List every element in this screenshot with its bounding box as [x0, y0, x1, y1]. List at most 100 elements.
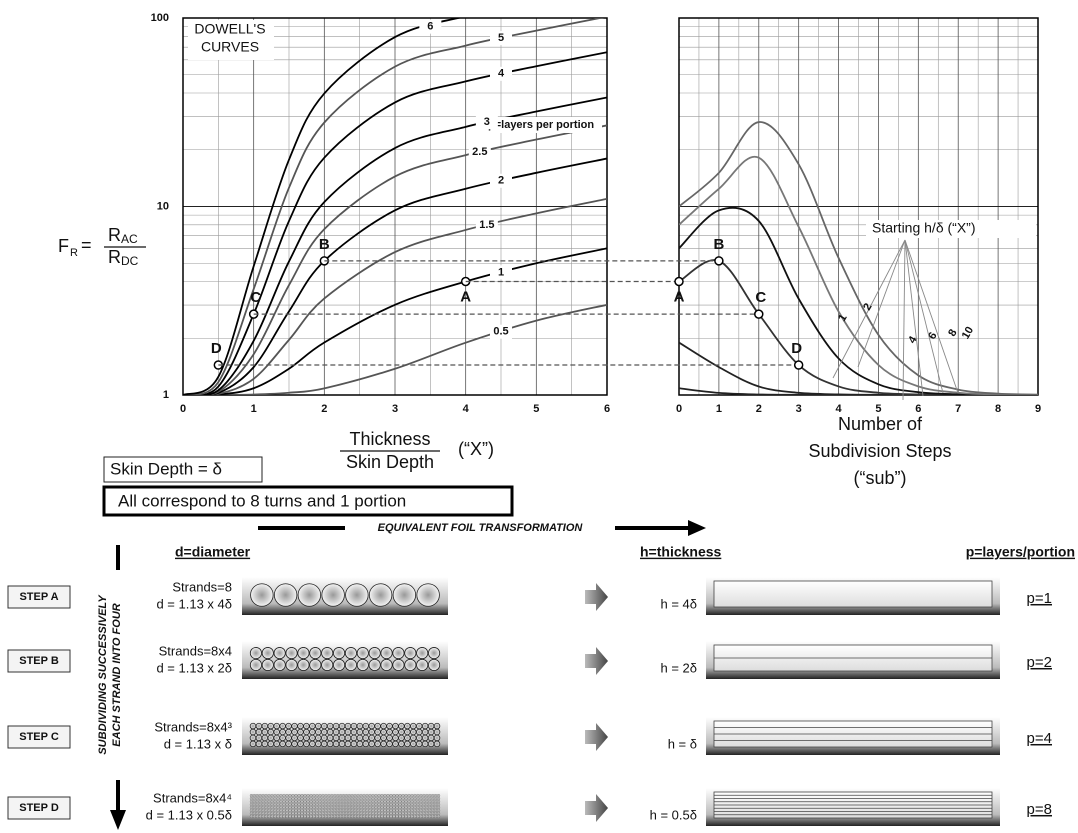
- step-arrow: [585, 794, 608, 822]
- x-tick-label: 3: [796, 403, 802, 415]
- strand: [419, 811, 423, 815]
- strand: [410, 814, 414, 818]
- strand: [410, 811, 414, 815]
- point-label: C: [250, 289, 261, 306]
- strand: [407, 808, 411, 813]
- strand: [392, 658, 405, 671]
- curve: [679, 121, 1038, 395]
- strand: [356, 647, 369, 660]
- strand: [261, 740, 269, 748]
- strand: [297, 728, 304, 736]
- strand: [350, 794, 354, 798]
- thickness-label: h = δ: [668, 736, 697, 751]
- strand: [345, 583, 369, 607]
- strand: [427, 722, 435, 730]
- strand-tray: [242, 641, 448, 679]
- strand: [255, 811, 259, 815]
- strand: [392, 799, 396, 804]
- strand: [255, 722, 263, 730]
- strand: [252, 808, 257, 813]
- strand: [433, 722, 441, 730]
- strand: [347, 802, 352, 807]
- strand: [416, 802, 420, 807]
- strand: [312, 805, 316, 810]
- strand: [312, 814, 316, 818]
- strand: [338, 808, 343, 813]
- strand: [392, 740, 399, 748]
- strand: [362, 797, 366, 801]
- strand: [309, 805, 313, 810]
- label-bg: [490, 66, 512, 81]
- strand: [261, 734, 269, 742]
- strand: [353, 805, 357, 810]
- strand: [285, 728, 292, 736]
- strand: [291, 734, 298, 742]
- leader-line: [904, 239, 959, 394]
- strand: [315, 740, 322, 748]
- strand: [425, 811, 429, 815]
- strand: [267, 814, 271, 818]
- strand: [404, 811, 408, 815]
- strand: [327, 799, 331, 804]
- strand: [300, 794, 304, 798]
- strand: [333, 794, 337, 798]
- strand: [320, 722, 328, 730]
- strand: [410, 728, 417, 736]
- strand: [410, 808, 414, 813]
- strand: [431, 811, 435, 815]
- curve: [183, 96, 607, 395]
- strand: [294, 799, 298, 804]
- strand: [264, 797, 268, 801]
- strand: [285, 797, 289, 801]
- strand: [320, 734, 328, 742]
- strand: [419, 794, 423, 798]
- strand: [433, 734, 441, 742]
- strand: [389, 814, 393, 818]
- strand: [318, 802, 322, 807]
- strand: [285, 799, 289, 804]
- strand: [303, 794, 307, 798]
- foil: [713, 580, 993, 608]
- strand: [300, 808, 304, 813]
- strand: [333, 811, 337, 815]
- strand: [422, 797, 426, 801]
- strand: [282, 797, 286, 801]
- strand: [249, 802, 254, 807]
- strand: [276, 799, 280, 804]
- strand: [410, 799, 414, 804]
- strand: [416, 647, 429, 660]
- strand: [404, 797, 408, 801]
- strand: [291, 808, 295, 813]
- strand: [404, 658, 417, 671]
- point-label: C: [755, 289, 766, 306]
- point-label: A: [460, 288, 471, 305]
- strand: [249, 799, 254, 804]
- strand: [279, 799, 283, 804]
- strand: [428, 808, 432, 813]
- leader-line: [904, 239, 944, 394]
- strand: [276, 794, 280, 798]
- strand: [294, 805, 298, 810]
- curve-label: 10: [960, 325, 977, 342]
- strand: [416, 799, 420, 804]
- strand: [333, 805, 337, 810]
- strand: [258, 797, 262, 801]
- strand: [421, 734, 429, 742]
- strand: [338, 805, 343, 810]
- curve: [183, 157, 607, 395]
- label-bg: [490, 31, 512, 46]
- strand: [294, 814, 298, 818]
- strand: [386, 811, 390, 815]
- strand: [386, 722, 393, 730]
- strand: [273, 734, 280, 742]
- label-bg: [490, 265, 512, 280]
- strand: [261, 794, 265, 798]
- curve-label: 1: [498, 266, 504, 278]
- strand: [410, 722, 417, 730]
- strand: [312, 808, 316, 813]
- thickness-label: h = 4δ: [660, 596, 697, 611]
- strand: [279, 811, 283, 815]
- strand: [273, 740, 280, 748]
- strand: [392, 814, 396, 818]
- strand: [273, 722, 280, 730]
